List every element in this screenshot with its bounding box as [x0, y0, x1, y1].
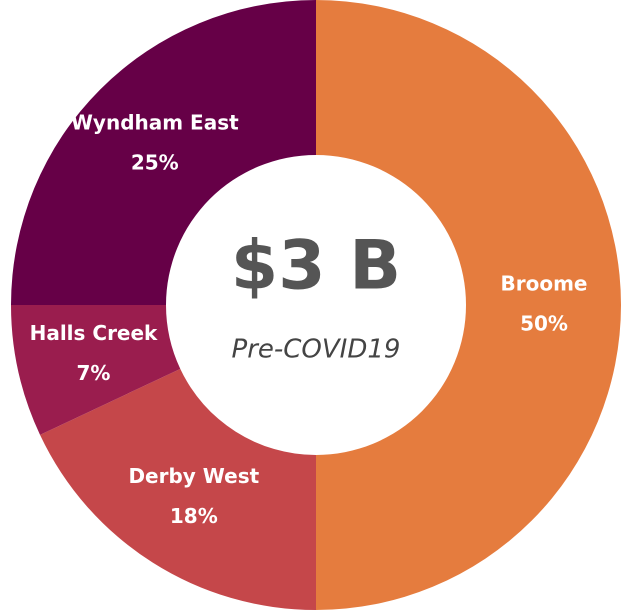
center-label: Pre-COVID19 — [232, 335, 401, 365]
center-value: $3 B — [231, 227, 401, 306]
segment-value: 7% — [77, 361, 111, 385]
segment-value: 25% — [131, 150, 179, 174]
segment-value: 18% — [170, 504, 218, 528]
donut-segment — [40, 368, 317, 610]
segment-label: Wyndham East — [71, 110, 239, 134]
donut-segment — [11, 305, 181, 435]
donut-segment — [11, 0, 316, 305]
segment-label: Broome — [501, 272, 588, 296]
segment-label: Halls Creek — [30, 321, 158, 345]
segment-label: Derby West — [128, 464, 259, 488]
segment-value: 50% — [520, 312, 568, 336]
donut-segment — [316, 0, 621, 610]
